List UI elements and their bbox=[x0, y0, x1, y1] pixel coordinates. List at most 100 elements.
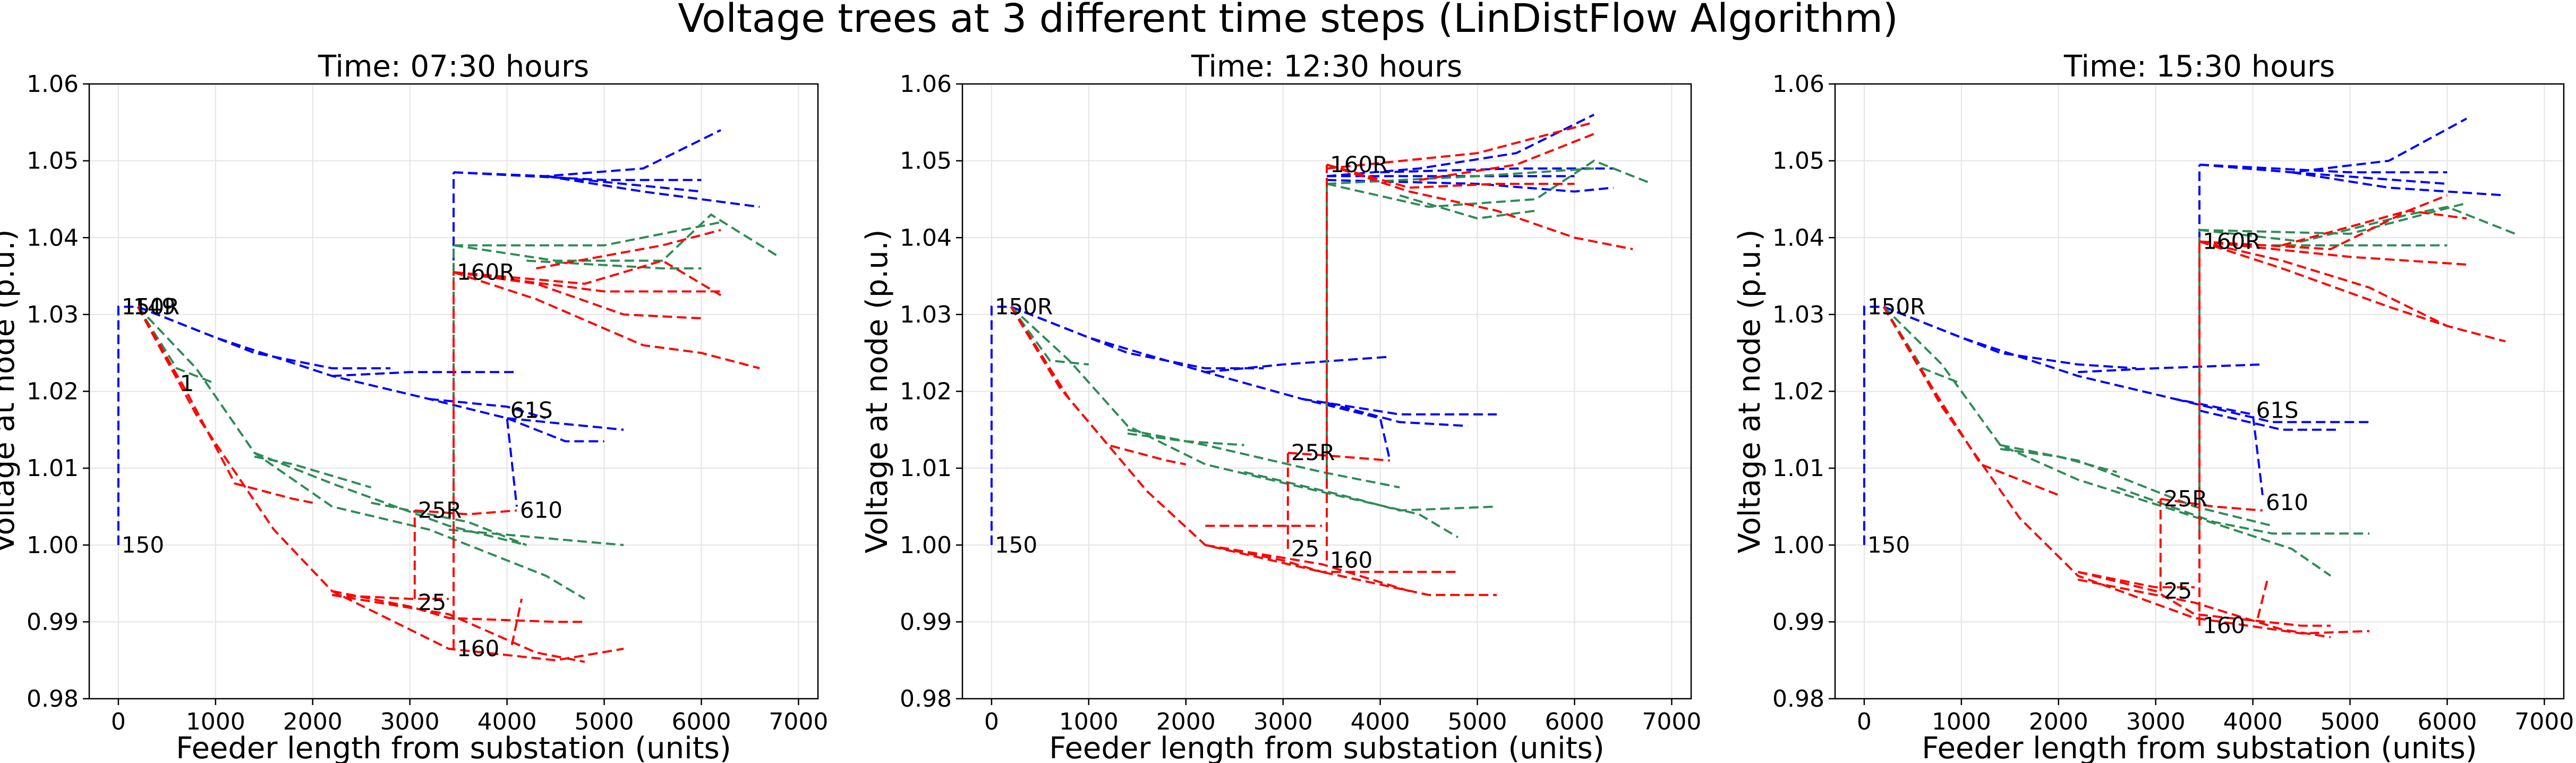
series-line-blue bbox=[1205, 355, 1391, 374]
y-tick-label: 1.04 bbox=[900, 224, 952, 251]
node-label: 25R bbox=[2164, 486, 2208, 512]
series-line-blue bbox=[1883, 306, 2137, 370]
series-line-green bbox=[1010, 306, 1459, 539]
y-tick-label: 1.04 bbox=[1772, 224, 1824, 251]
series-line-blue bbox=[2291, 171, 2506, 197]
y-tick-label: 1.00 bbox=[900, 532, 952, 559]
x-tick-label: 1000 bbox=[186, 708, 245, 735]
series-line-red bbox=[2077, 578, 2331, 639]
node-label: 25R bbox=[1291, 439, 1335, 465]
y-tick-label: 1.03 bbox=[1772, 301, 1824, 328]
series-line-blue bbox=[506, 417, 604, 443]
figure-title: Voltage trees at 3 different time steps … bbox=[678, 0, 1898, 41]
x-tick-label: 1000 bbox=[1059, 708, 1119, 735]
node-label: 150 bbox=[995, 532, 1037, 558]
x-tick-label: 1000 bbox=[1932, 708, 1991, 735]
x-tick-label: 5000 bbox=[575, 708, 634, 735]
series-line-red bbox=[1010, 306, 1497, 596]
series-line-red bbox=[1882, 306, 2059, 496]
series-line-green bbox=[254, 452, 527, 546]
y-tick-label: 1.05 bbox=[1772, 148, 1824, 175]
series-line-red bbox=[332, 594, 449, 600]
series-line-blue bbox=[1326, 179, 1614, 193]
series-group bbox=[1863, 117, 2516, 639]
series-line-blue bbox=[545, 175, 702, 193]
series-line-green bbox=[2000, 448, 2118, 473]
series-line-green bbox=[454, 221, 721, 247]
x-axis-label: Feeder length from substation (units) bbox=[1049, 731, 1604, 763]
x-tick-label: 2000 bbox=[1156, 708, 1216, 735]
series-line-blue bbox=[453, 129, 721, 177]
node-label: 150 bbox=[122, 532, 164, 558]
y-tick-label: 1.06 bbox=[27, 71, 79, 98]
node-label: 150R bbox=[122, 293, 180, 319]
series-line-red bbox=[331, 594, 585, 663]
x-tick-label: 6000 bbox=[2417, 708, 2477, 735]
x-tick-label: 3000 bbox=[380, 708, 440, 735]
node-label: 25 bbox=[2164, 578, 2192, 604]
x-tick-label: 0 bbox=[1857, 708, 1872, 735]
series-line-red bbox=[1205, 544, 1410, 592]
x-tick-label: 2000 bbox=[2029, 708, 2088, 735]
y-tick-label: 1.04 bbox=[27, 224, 79, 251]
series-line-red bbox=[414, 509, 517, 515]
series-line-blue bbox=[453, 171, 702, 181]
x-tick-label: 7000 bbox=[769, 708, 828, 735]
series-group bbox=[990, 114, 1653, 596]
series-line-green bbox=[137, 306, 586, 600]
series-line-blue bbox=[545, 175, 760, 208]
node-label: 160 bbox=[1330, 547, 1372, 573]
x-tick-label: 6000 bbox=[1545, 708, 1604, 735]
node-label: 25R bbox=[418, 497, 462, 523]
series-line-green bbox=[1326, 167, 1594, 185]
y-tick-label: 0.99 bbox=[1772, 608, 1824, 635]
x-tick-label: 0 bbox=[984, 708, 999, 735]
x-tick-label: 5000 bbox=[2321, 708, 2380, 735]
series-line-red bbox=[137, 306, 624, 662]
series-line-red bbox=[1326, 121, 1594, 170]
x-tick-label: 4000 bbox=[1351, 708, 1410, 735]
series-line-blue bbox=[117, 306, 138, 545]
series-line-red bbox=[2160, 498, 2263, 512]
series-line-red bbox=[2199, 240, 2448, 327]
series-line-green bbox=[1883, 306, 2332, 577]
y-tick-label: 1.01 bbox=[27, 455, 79, 482]
series-line-green bbox=[137, 306, 216, 385]
series-line-green bbox=[2000, 444, 2273, 527]
y-tick-label: 1.01 bbox=[1772, 455, 1824, 482]
chart-panel-2: 0 1000 2000 3000 4000 5000 6000 7000 0.98 0.99 1.0… bbox=[860, 49, 1701, 763]
series-line-green bbox=[254, 455, 372, 489]
x-axis-label: Feeder length from substation (units) bbox=[176, 731, 731, 763]
y-tick-label: 1.03 bbox=[27, 301, 79, 328]
series-line-blue bbox=[429, 398, 547, 420]
series-line-red bbox=[331, 590, 585, 623]
y-tick-label: 1.06 bbox=[900, 71, 952, 98]
plot-frame bbox=[1834, 83, 2565, 700]
y-axis-label: Voltage at node (p.u.) bbox=[1733, 230, 1767, 554]
chart-panel-1: 0 1000 2000 3000 4000 5000 6000 7000 0.98 0.99 1.0… bbox=[0, 49, 828, 763]
x-tick-label: 2000 bbox=[283, 708, 343, 735]
series-line-red bbox=[453, 271, 760, 370]
series-line-blue bbox=[137, 306, 391, 370]
series-line-red bbox=[2256, 579, 2269, 618]
y-tick-label: 0.98 bbox=[900, 685, 952, 713]
series-line-blue bbox=[2199, 163, 2447, 174]
x-tick-label: 4000 bbox=[2223, 708, 2283, 735]
y-tick-label: 1.03 bbox=[900, 301, 952, 328]
series-line-blue bbox=[1326, 402, 1468, 427]
y-tick-label: 0.99 bbox=[27, 608, 79, 635]
chart-panels: 0 1000 2000 3000 4000 5000 6000 7000 0.98 0.99 1.0… bbox=[0, 49, 2574, 763]
series-line-red bbox=[1419, 133, 1594, 181]
series-line-blue bbox=[507, 417, 624, 431]
series-line-red bbox=[2199, 209, 2467, 250]
y-axis-label: Voltage at node (p.u.) bbox=[0, 230, 21, 554]
series-line-green bbox=[1399, 194, 1536, 220]
y-axis-label: Voltage at node (p.u.) bbox=[860, 230, 894, 554]
series-line-blue bbox=[332, 371, 517, 377]
series-line-blue bbox=[2291, 171, 2447, 185]
y-tick-label: 1.00 bbox=[1772, 532, 1824, 559]
y-tick-label: 1.02 bbox=[27, 378, 79, 405]
series-line-red bbox=[1287, 452, 1391, 462]
series-line-red bbox=[1205, 544, 1458, 573]
